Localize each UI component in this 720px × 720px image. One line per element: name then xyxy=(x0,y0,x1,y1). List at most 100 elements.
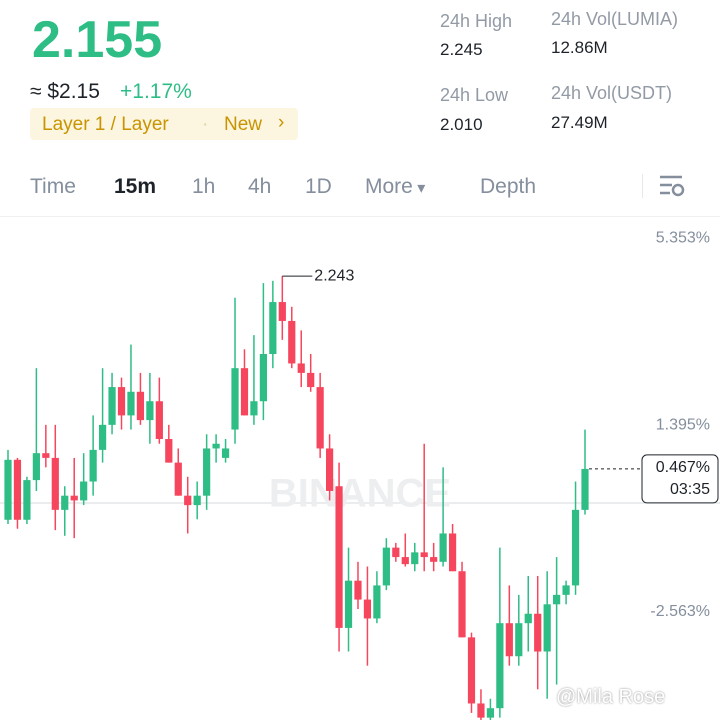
candle-body xyxy=(70,495,78,501)
y-tick-label: -2.563% xyxy=(650,603,710,620)
candle-body xyxy=(335,486,343,628)
candle-body xyxy=(581,468,589,510)
candle-body xyxy=(193,495,201,506)
stat-label: 24h Vol(USDT) xyxy=(551,83,673,103)
candle-body xyxy=(80,481,88,501)
candle-body xyxy=(297,363,305,373)
candle-body xyxy=(524,613,532,624)
candle-body xyxy=(165,439,173,463)
candle-body xyxy=(401,557,409,565)
candle-body xyxy=(259,354,267,402)
stat-value: 2.245 xyxy=(440,40,483,59)
last-price: 2.155 xyxy=(32,11,163,69)
candle-body xyxy=(420,552,428,558)
candle-body xyxy=(174,462,182,496)
last-price-box xyxy=(641,454,719,504)
candle-body xyxy=(136,391,145,421)
candle-body xyxy=(117,387,126,416)
stat-label: 24h High xyxy=(440,11,513,31)
stat-label: 24h Low xyxy=(440,85,509,105)
price-change: +1.17% xyxy=(120,80,192,103)
candle-body xyxy=(515,623,523,657)
candle-body xyxy=(269,302,277,355)
candle-body xyxy=(477,703,485,718)
candle-body xyxy=(146,401,154,421)
candle-body xyxy=(411,552,419,565)
candle-body xyxy=(316,387,324,449)
candle-body xyxy=(458,571,466,638)
candle-body xyxy=(562,585,570,595)
candle-body xyxy=(108,387,116,425)
candle-body xyxy=(23,480,31,520)
candle-body xyxy=(51,457,59,510)
candle-body xyxy=(221,448,230,458)
stat-value: 12.86M xyxy=(551,38,608,57)
candle-body xyxy=(344,580,353,628)
candle-body xyxy=(439,533,447,562)
candle-body xyxy=(392,547,400,558)
tab[interactable]: Depth xyxy=(480,175,537,198)
y-tick-label: 5.353% xyxy=(656,229,710,246)
candle-body xyxy=(430,557,438,562)
candle-body xyxy=(250,401,258,416)
candle-body xyxy=(4,459,12,520)
candle-body xyxy=(127,391,135,416)
watermark: BINANCE xyxy=(269,472,451,516)
candle-body xyxy=(240,368,249,416)
candle-body xyxy=(326,448,334,491)
candle-body xyxy=(496,623,504,709)
candle-body xyxy=(203,448,211,496)
credit: @Mila Rose xyxy=(556,686,666,708)
candle-body xyxy=(505,623,513,657)
candle-body xyxy=(543,604,551,652)
last-price-label: 0.467% xyxy=(656,459,710,476)
candle-body xyxy=(307,372,315,388)
candle-body xyxy=(363,599,372,619)
dropdown-arrow: ▾ xyxy=(412,180,426,197)
tag-badge: New xyxy=(224,114,263,135)
tag-arrow: › xyxy=(278,112,285,133)
candle-body xyxy=(212,443,220,449)
separator xyxy=(0,216,720,217)
candle-body xyxy=(278,302,286,321)
candle-body xyxy=(288,320,296,364)
tag-text: Layer 1 / Layer xyxy=(42,114,169,135)
y-tick-label: 1.395% xyxy=(656,416,710,433)
candle-body xyxy=(42,453,50,458)
candle-body xyxy=(467,637,476,704)
stat-value: 2.010 xyxy=(440,115,483,134)
candle-body xyxy=(32,453,40,481)
candle-body xyxy=(354,580,362,600)
candle-body xyxy=(231,368,239,430)
candle-body xyxy=(486,708,495,718)
settings-icon[interactable] xyxy=(658,174,686,200)
candle-body xyxy=(373,585,381,619)
high-annotation: 2.243 xyxy=(314,267,354,284)
tab[interactable]: 1h xyxy=(192,175,216,198)
candle-body xyxy=(571,509,580,586)
candle-body xyxy=(448,533,457,572)
tab[interactable]: 15m xyxy=(114,175,157,198)
tab-divider xyxy=(642,174,643,198)
tab[interactable]: 4h xyxy=(248,175,272,198)
tab[interactable]: 1D xyxy=(305,175,332,198)
countdown: 03:35 xyxy=(670,481,710,498)
tab[interactable]: More ▾ xyxy=(365,175,426,198)
candle-body xyxy=(13,459,22,520)
candle-body xyxy=(382,547,390,586)
tag-separator: · xyxy=(202,114,209,135)
tab[interactable]: Time xyxy=(30,175,76,198)
candle-body xyxy=(155,401,163,440)
stat-label: 24h Vol(LUMIA) xyxy=(551,9,679,29)
candle-body xyxy=(184,495,192,506)
fiat-price: ≈ $2.15 xyxy=(30,80,100,103)
candle-body xyxy=(89,449,97,482)
candle-body xyxy=(553,594,561,605)
stat-value: 27.49M xyxy=(551,113,608,132)
candle-body xyxy=(61,495,69,510)
candle-body xyxy=(534,613,542,652)
candle-body xyxy=(98,424,107,450)
tag-box[interactable]: Layer 1 / Layer · New › xyxy=(30,108,298,140)
